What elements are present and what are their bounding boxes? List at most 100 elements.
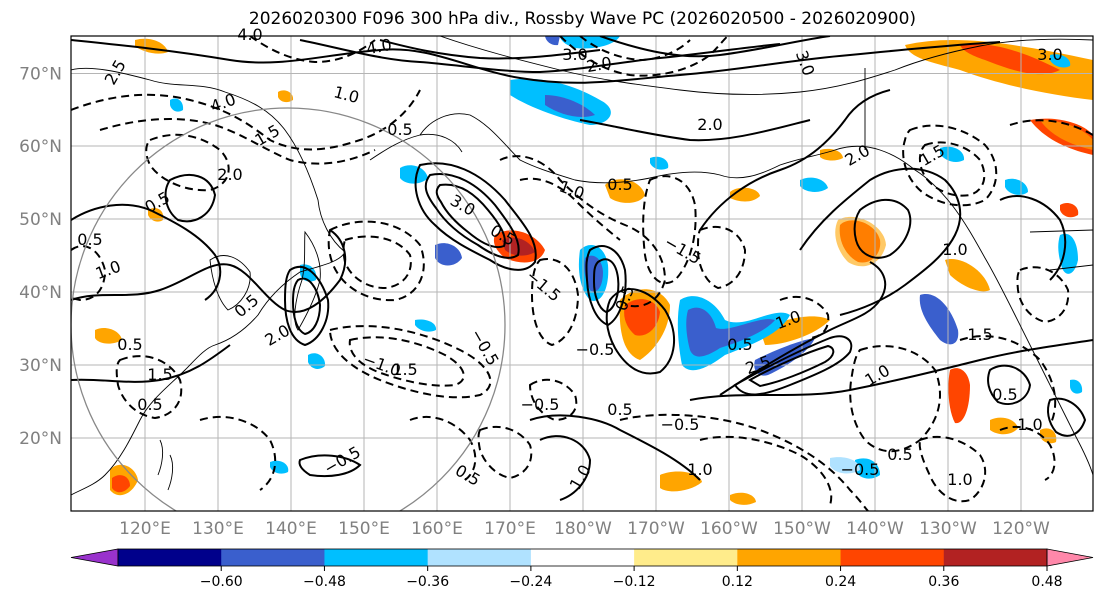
shade-negative [435,243,462,266]
contour-line-dashed [902,124,998,207]
contour-value-label: 0.5 [117,335,142,354]
shade-negative [919,294,959,345]
colorbar-tick-label: 0.36 [928,574,959,590]
contour-value-label: −0.5 [661,415,700,434]
colorbar-tick-label: −0.12 [613,574,656,590]
contour-value-label: 2.0 [585,53,613,76]
contour-line [298,454,362,478]
colorbar-segment [530,549,635,566]
lon-label: 130°E [192,519,244,539]
shade-positive [278,90,294,103]
contour-line [164,174,217,223]
contour-line-dashed [342,235,412,290]
contour-value-label: 0.5 [77,230,102,249]
contour-value-label: −0.5 [841,460,880,479]
contour-value-label: 0.5 [887,445,912,464]
shade-positive [112,475,130,493]
shade-negative [1070,379,1083,394]
shade-negative [800,177,828,192]
lon-label: 140°E [265,519,317,539]
contour-line [689,339,1093,401]
contour-value-label: 0.5 [992,385,1017,404]
contour-line [579,119,811,142]
lon-label: 160°W [700,519,758,539]
colorbar-segment [221,549,325,566]
contour-line [435,183,506,248]
contour-line-dashed [327,220,425,302]
shade-positive [95,328,122,344]
shade-negative [1058,233,1078,274]
coastline [649,145,1093,476]
contour-line [299,39,781,74]
shade-negative [170,98,184,112]
contour-value-label: 1.0 [687,460,712,479]
contour-value-label: 1.0 [942,240,967,259]
lon-label: 180°W [554,519,612,539]
colorbar-tick-label: −0.48 [303,574,346,590]
coastline [294,230,321,331]
contour-line [719,261,887,396]
colorbar-extend-min [70,548,119,567]
latitude-labels: 70°N 60°N 50°N 40°N 30°N 20°N [19,65,62,450]
contour-value-label: 3.0 [1037,45,1062,64]
contour-line [379,39,601,60]
contour-line-dashed [699,435,833,506]
coastline [157,439,174,491]
contour-line-dashed [642,175,697,285]
lon-label: 120°E [119,519,171,539]
lon-label: 120°W [992,519,1050,539]
shade-negative [400,165,428,184]
contour-line [699,89,891,231]
contour-line-dashed [145,133,230,192]
contour-line-dashed [579,36,691,62]
contour-value-label: 0.5 [137,395,162,414]
range-circle [71,107,506,511]
colorbar-segment [943,549,1048,566]
shade-positive [960,44,1060,75]
shade-positive [905,40,1093,100]
shade-negative [686,307,775,357]
contour-line-dashed [918,141,986,197]
colorbar-tick-label: 0.24 [825,574,856,590]
shade-negative [855,458,880,479]
shade-positive [660,471,702,492]
contour-line [605,288,676,375]
shade-negative [650,156,669,170]
contour-line [599,36,831,58]
shade-positive [1060,203,1079,218]
lat-label: 70°N [19,65,62,85]
lon-label: 130°W [919,519,977,539]
contour-value-label: 0.5 [607,400,632,419]
figure-title: 2026020300 F096 300 hPa div., Rossby Wav… [248,9,917,29]
colorbar-segment [118,549,222,566]
colorbar-segment [634,549,738,566]
contour-line [987,364,1032,405]
contour-value-label: 1.5 [392,360,417,379]
lat-label: 50°N [19,210,62,230]
colorbar-tick-label: −0.60 [200,574,243,590]
contour-line-dashed [99,118,376,165]
contour-value-label: 3.0 [562,45,587,64]
colorbar: −0.60 −0.48 −0.36 −0.24 −0.12 0.12 0.24 0.36 0.4… [70,548,1094,590]
shade-positive [948,368,970,424]
contour-line [853,198,912,259]
contour-line [71,39,1001,84]
shade-negative [830,457,860,474]
shade-positive [990,417,1018,435]
contour-line-dashed [477,425,533,480]
contour-line-dashed [499,155,667,308]
contour-line-dashed [779,295,830,339]
contour-line [748,344,835,388]
contour-line [999,195,1067,281]
contour-value-label: 1.0 [947,470,972,489]
lon-label: 170°W [627,519,685,539]
shade-positive [624,299,660,336]
contour-line-dashed [1009,119,1093,136]
contour-line-dashed [348,336,465,387]
contour-value-label: 0.5 [607,175,632,194]
lat-label: 60°N [19,137,62,157]
shade-positive [730,492,756,505]
colorbar-tick-label: 0.12 [722,574,753,590]
contour-line [71,229,347,313]
